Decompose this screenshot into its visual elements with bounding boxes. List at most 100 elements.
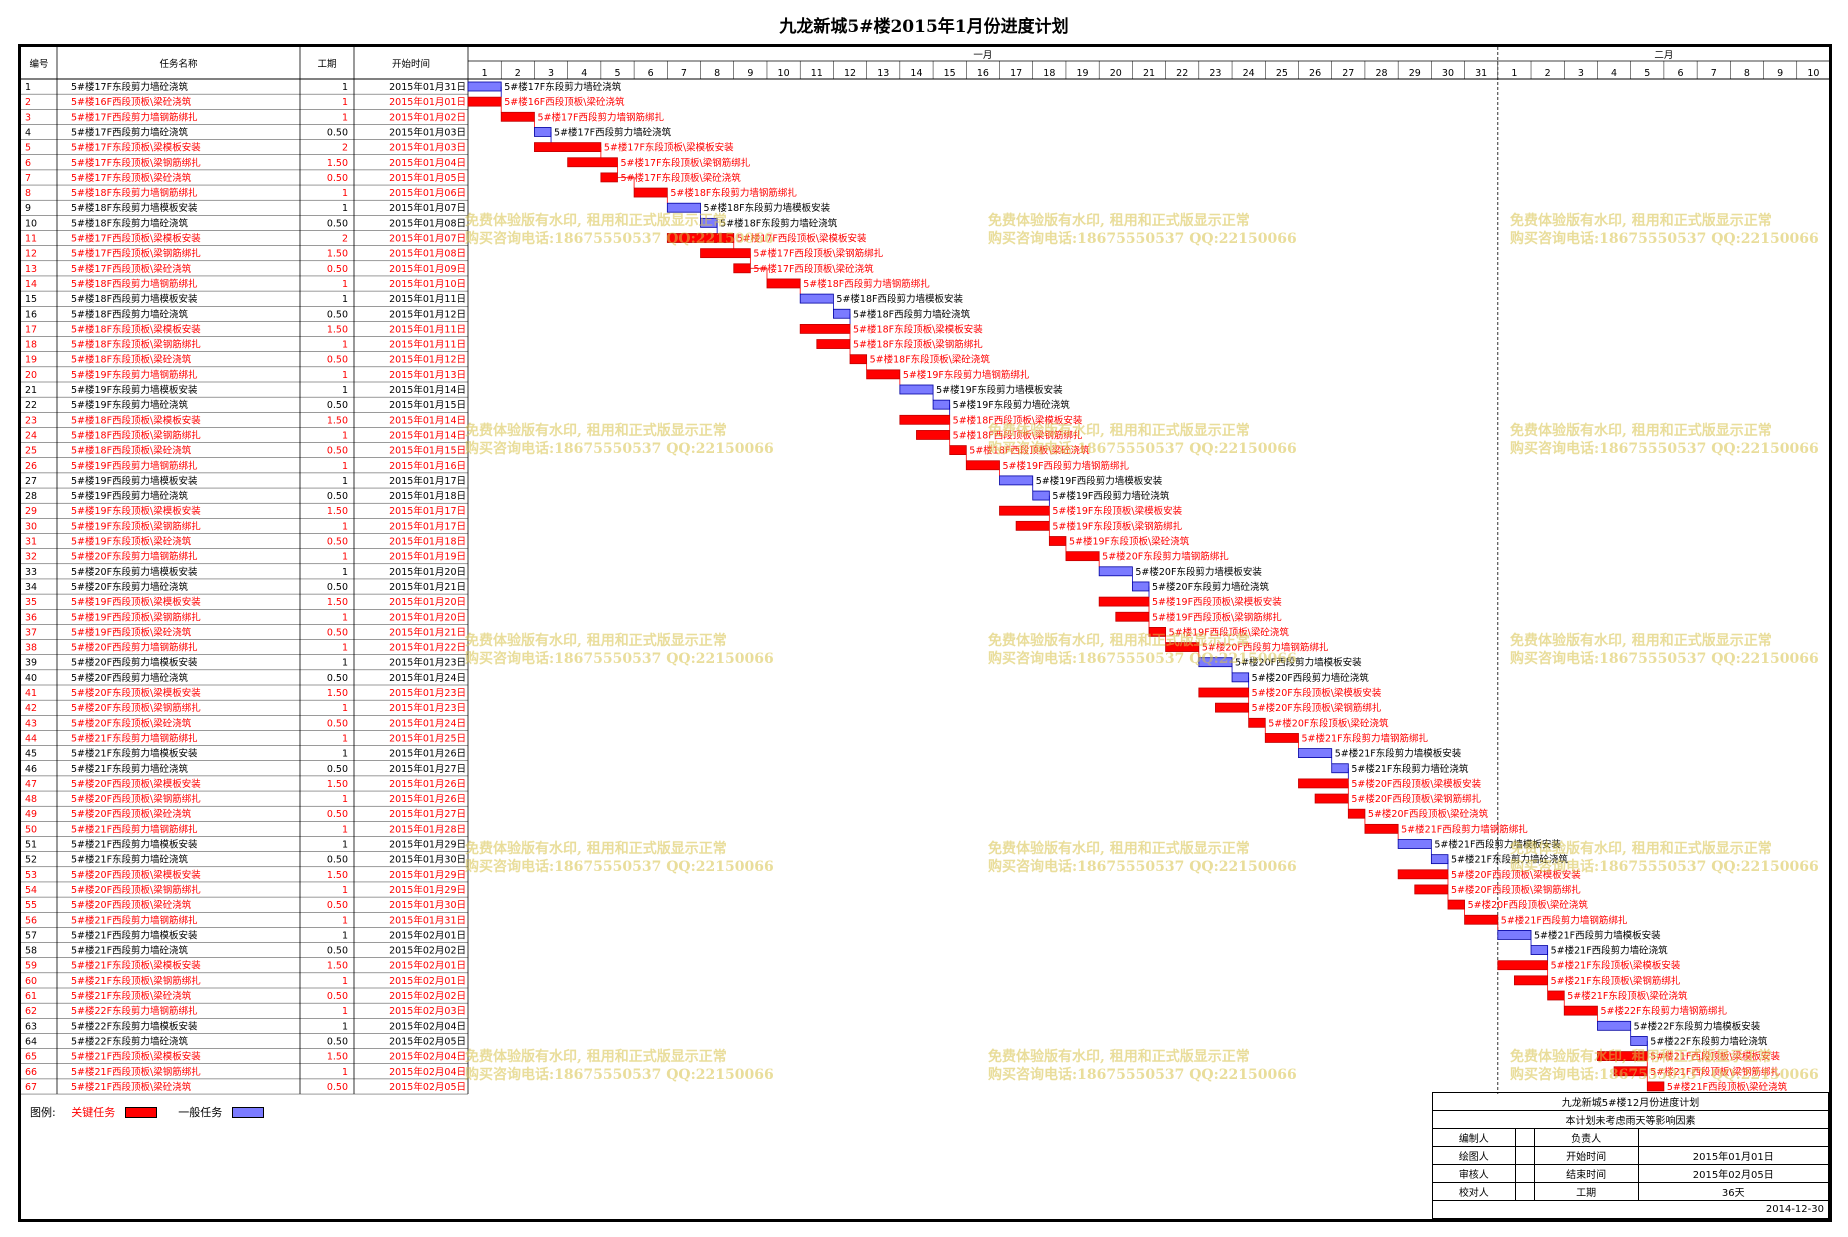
task-bar [600,172,618,183]
task-name: 5#楼19F东段剪力墙钢筋绑扎 [71,369,198,381]
day-label: 25 [1276,68,1288,79]
task-start: 2015年01月18日 [389,490,466,502]
task-bar-label: 5#楼20F西段剪力墙钢筋绑扎 [1202,642,1329,654]
task-duration: 1 [342,1067,348,1078]
task-bar-label: 5#楼18F东段顶板\梁模板安装 [853,323,983,335]
task-bar-label: 5#楼20F东段剪力墙砼浇筑 [1152,581,1270,593]
task-id: 60 [25,976,37,987]
owner-value [1637,1128,1829,1147]
task-bar [1015,520,1050,531]
day-label: 6 [1677,68,1683,79]
task-duration: 1.50 [327,1052,348,1063]
task-bar [1347,808,1366,819]
task-bar-label: 5#楼21F西段顶板\梁砼浇筑 [1667,1081,1788,1093]
task-id: 5 [25,143,31,154]
task-bar-label: 5#楼17F东段顶板\梁模板安装 [604,142,734,154]
task-name: 5#楼20F东段剪力墙模板安装 [71,566,198,578]
task-duration: 1 [342,658,348,669]
task-name: 5#楼17F西段顶板\梁砼浇筑 [71,263,192,275]
task-name: 5#楼18F东段剪力墙模板安装 [71,202,198,214]
task-id: 13 [25,264,37,275]
task-name: 5#楼19F东段剪力墙模板安装 [71,384,198,396]
task-duration: 1 [342,279,348,290]
task-name: 5#楼17F西段剪力墙砼浇筑 [71,126,189,138]
dependency-line [750,267,768,279]
task-duration: 1 [342,521,348,532]
task-name: 5#楼20F东段顶板\梁钢筋绑扎 [71,702,201,714]
day-label: 2 [515,68,521,79]
task-bar-label: 5#楼21F西段剪力墙砼浇筑 [1551,945,1669,957]
task-bar-label: 5#楼20F东段剪力墙钢筋绑扎 [1102,551,1229,563]
task-id: 39 [25,658,37,669]
task-duration: 1 [342,188,348,199]
task-name: 5#楼20F西段顶板\梁砼浇筑 [71,808,192,820]
task-start: 2015年01月27日 [389,763,466,775]
task-start: 2015年01月12日 [389,308,466,320]
task-bar-label: 5#楼18F西段剪力墙钢筋绑扎 [803,278,930,290]
task-bar [866,369,901,380]
task-start: 2015年01月02日 [389,111,466,123]
task-name: 5#楼20F西段剪力墙砼浇筑 [71,672,189,684]
task-bar [949,445,967,456]
start-label: 开始时间 [1533,1146,1639,1165]
task-name: 5#楼21F东段顶板\梁模板安装 [71,960,201,972]
task-id: 24 [25,430,37,441]
task-name: 5#楼20F东段顶板\梁模板安装 [71,687,201,699]
task-bar-label: 5#楼18F东段剪力墙钢筋绑扎 [670,187,797,199]
task-id: 14 [25,279,37,290]
task-start: 2015年01月04日 [389,157,466,169]
task-name: 5#楼19F西段顶板\梁砼浇筑 [71,626,192,638]
day-label: 2 [1545,68,1551,79]
task-start: 2015年01月17日 [389,520,466,532]
task-duration: 1.50 [327,249,348,260]
task-bar-label: 5#楼19F西段顶板\梁模板安装 [1152,596,1282,608]
day-label: 15 [944,68,956,79]
task-duration: 0.50 [327,991,348,1002]
task-name: 5#楼19F东段顶板\梁钢筋绑扎 [71,520,201,532]
task-id: 49 [25,809,37,820]
task-duration: 1 [342,340,348,351]
task-start: 2015年01月14日 [389,414,466,426]
task-id: 23 [25,415,37,426]
header-id: 编号 [29,58,48,70]
task-bar [799,293,834,304]
task-start: 2015年01月30日 [389,854,466,866]
task-bar [700,248,751,259]
task-bar [1530,945,1549,955]
task-start: 2015年01月31日 [389,914,466,926]
task-start: 2015年01月15日 [389,399,466,411]
task-id: 38 [25,643,37,654]
day-label: 12 [844,68,856,79]
task-duration: 1 [342,612,348,623]
task-bar [1198,687,1250,698]
task-start: 2015年02月05日 [389,1035,466,1047]
task-name: 5#楼22F东段剪力墙砼浇筑 [71,1035,189,1047]
task-duration: 2 [342,143,348,154]
task-bar [1630,1036,1648,1046]
task-bar [1597,1020,1632,1031]
task-bar [965,460,1000,471]
task-id: 19 [25,355,37,366]
task-start: 2015年02月04日 [389,1020,466,1032]
task-bar-label: 5#楼19F西段顶板\梁钢筋绑扎 [1152,611,1282,623]
task-id: 28 [25,491,37,502]
task-bar [1231,672,1250,683]
task-duration: 2 [342,234,348,245]
task-start: 2015年01月23日 [389,702,466,714]
task-duration: 1.50 [327,779,348,790]
task-bar-label: 5#楼19F西段顶板\梁砼浇筑 [1169,626,1290,638]
task-duration: 0.50 [327,355,348,366]
task-name: 5#楼21F东段剪力墙砼浇筑 [71,763,189,775]
checker-label: 校对人 [1432,1182,1516,1201]
task-bar-label: 5#楼20F西段剪力墙砼浇筑 [1252,672,1370,684]
task-name: 5#楼20F西段剪力墙钢筋绑扎 [71,642,198,654]
task-duration: 1 [342,733,348,744]
task-name: 5#楼21F西段剪力墙模板安装 [71,839,198,851]
task-id: 9 [25,203,31,214]
task-start: 2015年02月01日 [389,960,466,972]
signoff-block: 九龙新城5#楼12月份进度计划 本计划未考虑雨天等影响因素 编制人 负责人 绘图… [1432,1092,1829,1219]
task-name: 5#楼20F西段顶板\梁模板安装 [71,778,201,790]
task-start: 2015年01月29日 [389,884,466,896]
task-bar-label: 5#楼21F东段顶板\梁钢筋绑扎 [1551,975,1681,987]
task-start: 2015年01月24日 [389,717,466,729]
